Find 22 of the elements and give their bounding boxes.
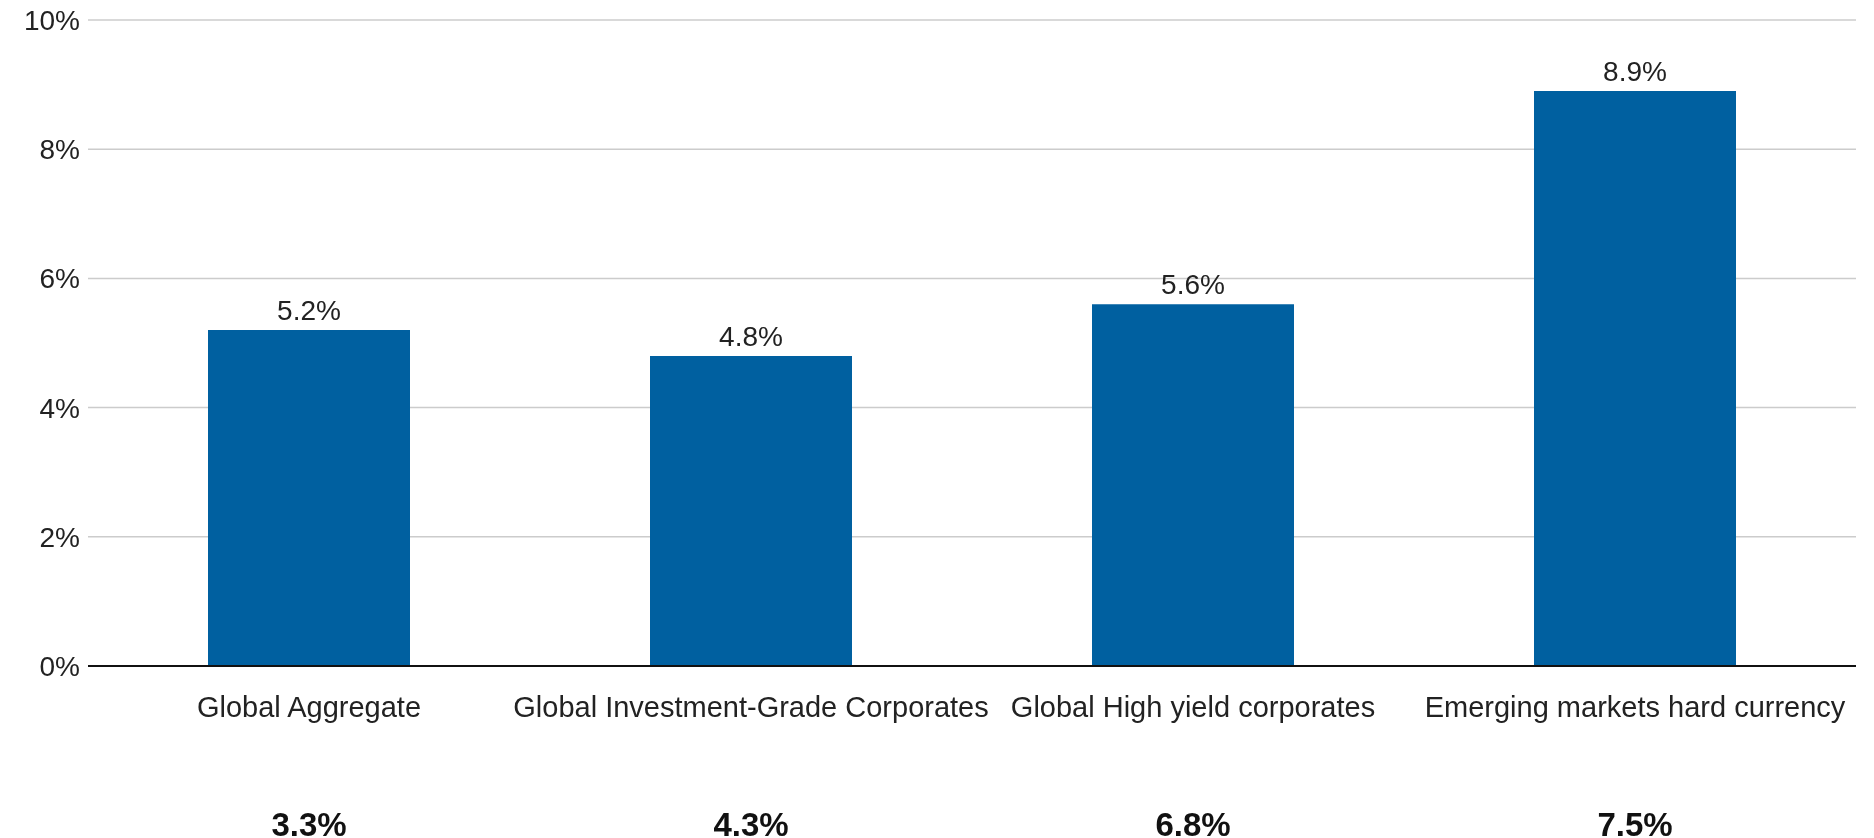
y-tick-label: 10% bbox=[23, 4, 80, 36]
x-tick-label: Emerging markets hard currency bbox=[1424, 690, 1846, 723]
y-tick-label: 2% bbox=[39, 521, 80, 553]
text: 7.5% bbox=[1597, 806, 1673, 838]
data-label: 5.6% bbox=[1161, 269, 1225, 301]
x-tick-label: Global Investment-Grade Corporates bbox=[513, 690, 989, 723]
bar bbox=[1092, 304, 1294, 666]
data-label: 5.2% bbox=[277, 295, 341, 327]
data-label: 4.8% bbox=[719, 320, 783, 352]
data-label: 8.9% bbox=[1603, 56, 1667, 88]
text: 3.3% bbox=[271, 806, 347, 838]
y-tick-label: 0% bbox=[39, 650, 80, 682]
bar bbox=[1534, 91, 1736, 666]
y-tick-label: 8% bbox=[39, 134, 80, 166]
bar bbox=[650, 355, 852, 666]
y-tick-label: 6% bbox=[39, 263, 80, 295]
bar bbox=[208, 330, 410, 666]
text: 4.3% bbox=[713, 806, 789, 838]
text: 6.8% bbox=[1155, 806, 1231, 838]
x-tick-label: Global Aggregate bbox=[196, 690, 422, 723]
y-tick-label: 4% bbox=[39, 392, 80, 424]
x-tick-label: Global High yield corporates bbox=[1010, 690, 1376, 723]
